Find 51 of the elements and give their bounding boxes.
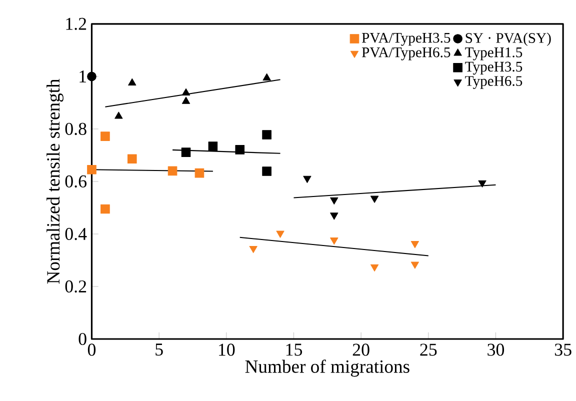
point [410,240,419,248]
point [181,148,191,157]
point [168,166,178,176]
point [330,197,338,204]
point [262,73,271,80]
y-tick-label: 0.6 [65,175,87,188]
x-tick-label: 30 [488,344,504,356]
x-tick-label: 5 [156,344,163,356]
legend-label: TypeH3.5 [465,62,522,75]
y-tick-label: 0.4 [65,228,87,240]
point [303,176,312,183]
y-tick-label: 0.2 [65,280,86,293]
point [100,132,110,141]
y-tick-label: 1.2 [66,18,86,30]
x-tick-label: 0 [88,344,96,356]
point [128,78,136,86]
point [330,212,338,220]
legend-label: PVA/TypeH6.5 [362,47,450,60]
point [478,180,486,188]
point [87,165,96,174]
point [330,238,338,245]
x-tick-label: 10 [219,344,235,356]
legend-label: SY · PVA(SY) [466,32,551,46]
point [276,230,284,238]
y-tick-label: 0.8 [65,122,86,136]
point [194,168,204,178]
point [410,262,419,269]
point [114,112,123,119]
legend-label: TypeH6.5 [465,76,522,89]
point [100,204,110,214]
point [370,196,379,203]
point [370,264,379,272]
point [262,130,272,140]
y-tick-label: 1 [80,70,86,82]
x-tick-label: 35 [554,344,572,356]
point [182,88,190,96]
point [235,145,245,154]
point [249,246,258,254]
x-axis-title: Number of migrations [245,360,410,377]
legend-label: PVA/TypeH3.5 [362,32,450,46]
legend-label: TypeH1.5 [465,47,522,60]
point [182,96,190,104]
x-tick-label: 25 [420,344,437,356]
point [127,154,137,164]
x-tick-label: 15 [286,344,302,356]
point [87,72,96,82]
point [262,166,272,176]
x-tick-label: 20 [352,344,370,356]
y-tick-label: 0 [78,332,86,346]
point [208,142,218,151]
y-axis-title: Normalized tensile strength [46,78,64,284]
